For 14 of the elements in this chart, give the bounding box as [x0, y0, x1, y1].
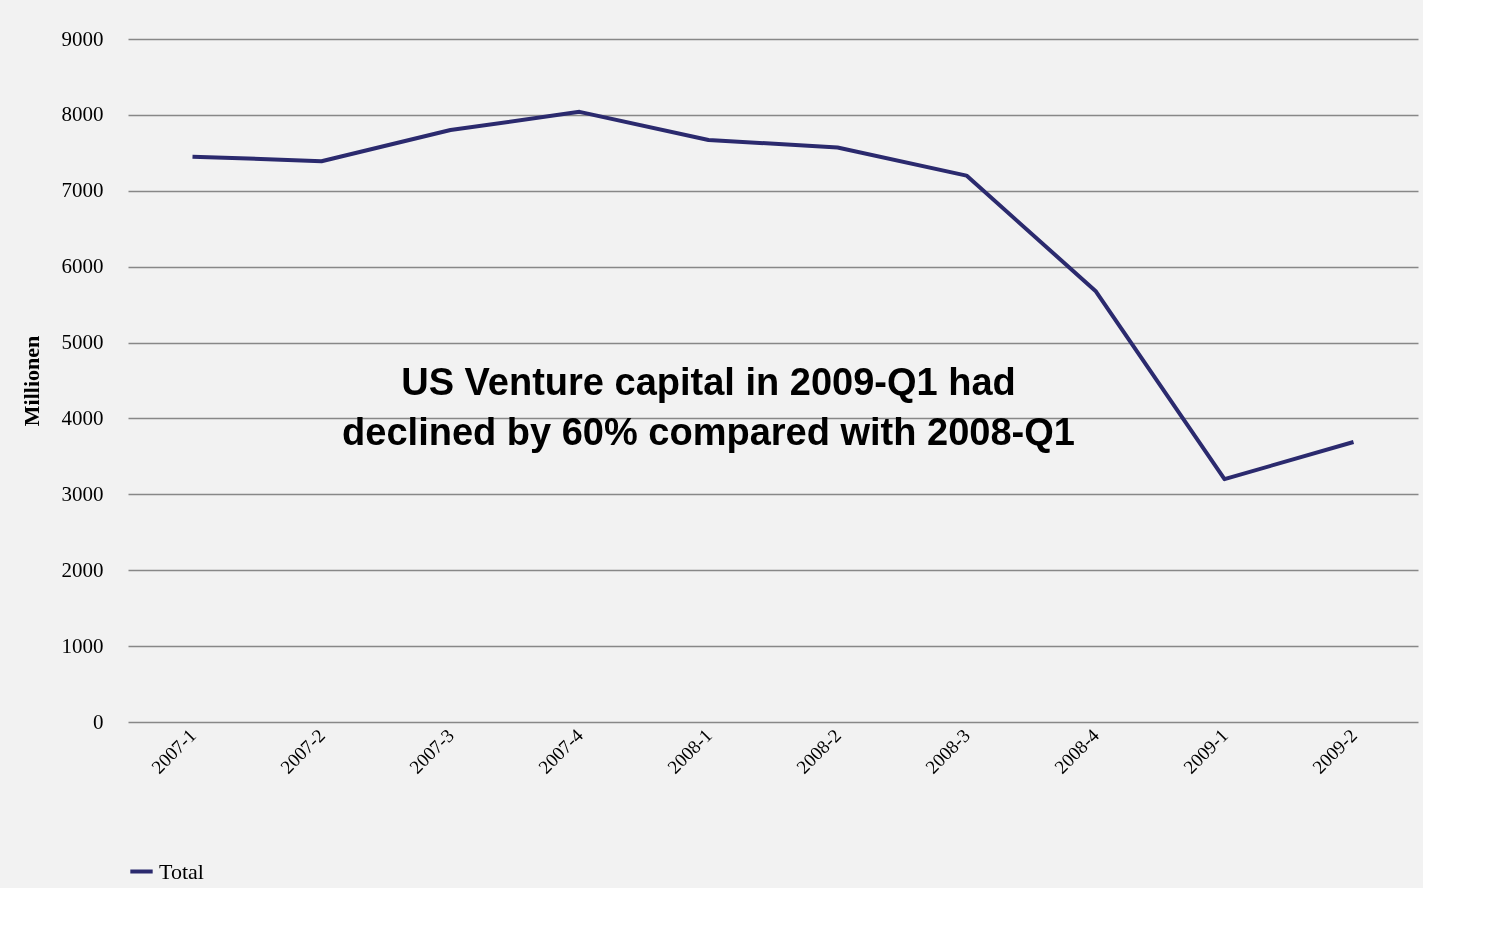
y-axis-title: Millionen — [18, 335, 44, 427]
y-tick-label: 7000 — [61, 178, 104, 203]
y-tick-label: 5000 — [61, 330, 104, 355]
annotation: US Venture capital in 2009-Q1 had declined by 60% compared with 2008-Q1 — [342, 361, 1075, 453]
line-series — [190, 109, 1356, 482]
y-tick-label: 8000 — [61, 102, 104, 127]
y-tick-label: 3000 — [61, 481, 104, 506]
y-tick-label: 0 — [93, 709, 104, 734]
y-tick-label: 6000 — [61, 254, 104, 279]
y-tick-label: 4000 — [61, 405, 104, 430]
y-tick-label: 9000 — [61, 26, 104, 51]
y-tick-label: 1000 — [61, 633, 104, 658]
y-tick-label: 2000 — [61, 557, 104, 582]
legend-label: Total — [159, 858, 204, 884]
